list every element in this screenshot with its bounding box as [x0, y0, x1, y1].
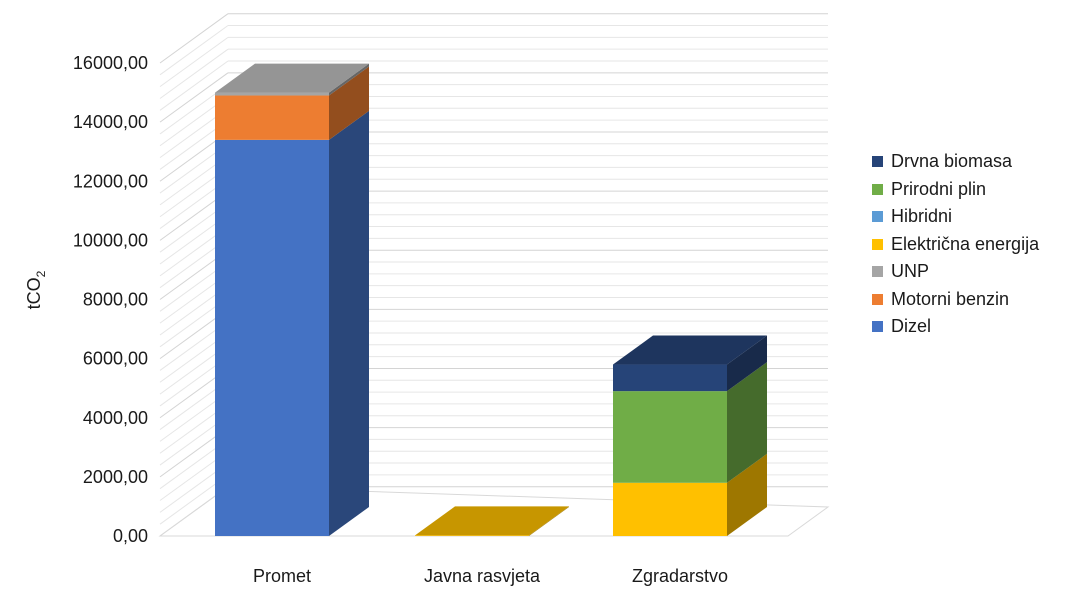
x-category-label: Promet [253, 566, 311, 586]
bar-segment-side [329, 110, 369, 537]
bar-top-face [613, 335, 767, 365]
bar-segment-front [215, 95, 329, 140]
x-category-label: Zgradarstvo [632, 566, 728, 586]
grid-line-side [159, 13, 229, 64]
bar-segment-side [727, 335, 767, 392]
y-axis-label-subscript: 2 [34, 270, 48, 277]
legend-item: UNP [872, 258, 1039, 286]
legend-item: Dizel [872, 313, 1039, 341]
grid-line-side [159, 60, 229, 111]
bar-segment-side [727, 362, 767, 483]
y-axis-ticks: 0,00 2000,00 4000,00 6000,00 8000,00 10000,00… [73, 53, 148, 546]
legend-label: Dizel [891, 316, 932, 337]
y-tick-label: 8000,00 [83, 290, 148, 310]
bar-segment-side [329, 63, 369, 96]
bar-top-face [415, 506, 569, 536]
legend-item: Motorni benzin [872, 286, 1039, 314]
bar-segment-front [215, 139, 329, 537]
y-tick-label: 2000,00 [83, 467, 148, 487]
y-tick-label: 14000,00 [73, 112, 148, 132]
y-tick-label: 0,00 [113, 526, 148, 546]
bar-top-face [215, 63, 369, 93]
bar-segment-front [613, 391, 727, 483]
bar-segment-front [613, 482, 727, 536]
legend-label: Drvna biomasa [891, 151, 1013, 172]
grid-line-side [159, 72, 229, 123]
legend-label: Motorni benzin [891, 288, 1010, 309]
y-tick-label: 4000,00 [83, 408, 148, 428]
legend-label: Električna energija [891, 233, 1040, 254]
bar-segment-front [215, 92, 329, 96]
bars [215, 63, 767, 537]
legend-label: UNP [891, 261, 930, 282]
grid-line-side [159, 36, 229, 88]
floor [158, 486, 830, 537]
legend-item: Hibridni [872, 203, 1039, 231]
legend-item: Prirodni plin [872, 176, 1039, 204]
legend-item: Drvna biomasa [872, 148, 1039, 176]
x-axis-categories: Promet Javna rasvjeta Zgradarstvo [253, 566, 728, 586]
grid-line-side [159, 48, 229, 99]
y-tick-label: 12000,00 [73, 171, 148, 191]
legend: Drvna biomasa Prirodni plin Hibridni Elektr… [872, 148, 1039, 341]
y-tick-label: 16000,00 [73, 53, 148, 73]
y-axis-label-main: tCO [24, 277, 44, 309]
legend-swatch [872, 266, 883, 278]
bar-segment-side [529, 506, 569, 536]
legend-swatch [872, 238, 883, 250]
legend-item: Električna energija [872, 231, 1039, 259]
bar-segment-side [329, 66, 369, 140]
x-category-label: Javna rasvjeta [424, 566, 541, 586]
legend-label: Hibridni [891, 206, 953, 227]
bar-segment-side [727, 453, 767, 536]
legend-swatch [872, 156, 883, 168]
grid-line-side [159, 25, 229, 76]
bar-segment-front [415, 535, 529, 536]
legend-swatch [872, 183, 883, 195]
legend-swatch [872, 211, 883, 223]
legend-swatch [872, 293, 883, 305]
y-tick-label: 10000,00 [73, 230, 148, 250]
y-tick-label: 6000,00 [83, 349, 148, 369]
bar-segment-front [613, 364, 727, 392]
y-axis-label: tCO2 [24, 270, 48, 309]
legend-label: Prirodni plin [891, 178, 987, 199]
legend-swatch [872, 321, 883, 333]
